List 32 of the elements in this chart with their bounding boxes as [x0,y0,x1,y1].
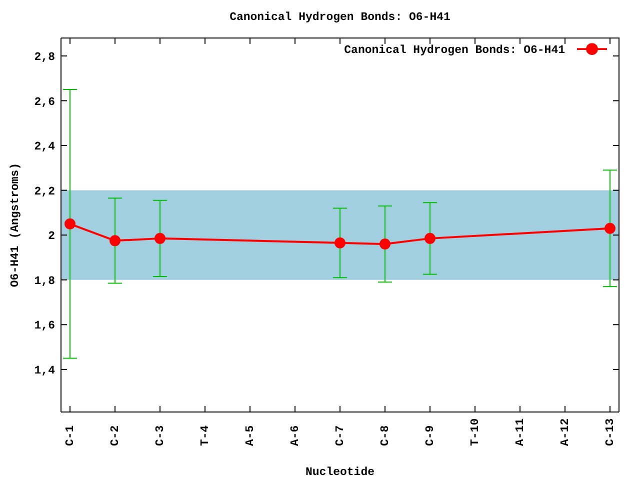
point [334,237,346,248]
y-tick-label: 2,8 [34,51,56,64]
x-tick-label: C-3 [154,425,166,446]
y-tick-label: 1,8 [34,274,56,288]
y-tick-label: 2,4 [34,140,56,154]
x-tick-label: A-11 [514,418,526,446]
point [64,218,76,230]
x-tick-label: A-5 [244,425,256,446]
chart-title: Canonical Hydrogen Bonds: O6-H41 [230,10,451,24]
point [154,232,166,244]
y-tick-label: 2,2 [34,185,56,198]
x-tick-label: C-1 [64,425,76,446]
x-tick-label: C-8 [378,425,392,446]
y-tick-label: 2,6 [34,96,56,109]
point [604,222,616,234]
legend-label: Canonical Hydrogen Bonds: O6-H41 [344,44,565,57]
x-tick-label: C-9 [424,425,436,446]
y-tick-label: 1,6 [34,320,56,333]
point [380,238,390,250]
y-tick-label: 1,4 [34,364,56,378]
y-axis-title: O6-H41 (Angstroms) [8,162,22,288]
x-tick-label: A-12 [558,418,572,446]
x-axis-title: Nucleotide [305,466,375,478]
x-tick-label: T-10 [468,418,482,446]
point [110,235,120,246]
point [424,232,436,244]
x-tick-label: T-4 [198,425,212,446]
x-tick-label: C-2 [108,425,122,446]
x-tick-label: C-7 [334,425,346,446]
x-tick-label: A-6 [288,425,302,446]
y-tick-label: 2 [48,230,56,244]
x-tick-label: C-13 [604,418,616,446]
